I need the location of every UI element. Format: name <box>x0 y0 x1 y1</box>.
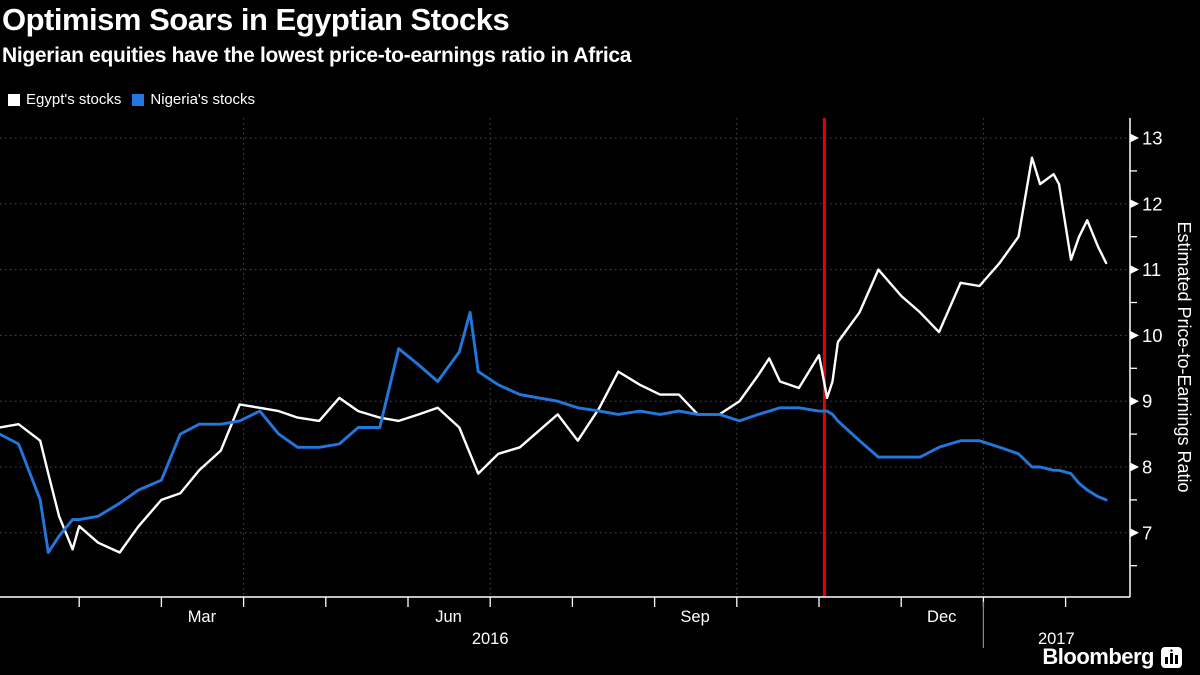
bloomberg-logo-text: Bloomberg <box>1042 644 1154 669</box>
legend-item-egypt: Egypt's stocks <box>8 91 121 108</box>
axis-tick-label: 2016 <box>472 630 509 648</box>
nigeria-legend-swatch-icon <box>132 93 145 106</box>
axis-tick-label: 10 <box>1142 325 1163 346</box>
y-tick-arrow-icon <box>1130 265 1139 275</box>
axis-tick-label: 13 <box>1142 128 1163 149</box>
nigeria-line-series <box>0 310 1108 554</box>
y-tick-arrow-icon <box>1130 462 1139 472</box>
axis-tick-label: 7 <box>1142 522 1152 543</box>
egypt-line-series <box>0 156 1108 554</box>
bloomberg-chart-icon <box>1161 646 1182 668</box>
legend-label-nigeria: Nigeria's stocks <box>150 91 255 108</box>
chart-legend: Egypt's stocks Nigeria's stocks <box>8 91 266 108</box>
page-subtitle: Nigerian equities have the lowest price-… <box>2 44 632 67</box>
axis-tick-label: 9 <box>1142 391 1152 412</box>
axis-tick-label: 8 <box>1142 457 1152 478</box>
axis-tick-label: Dec <box>927 608 956 626</box>
y-axis-title: Estimated Price-to-Earnings Ratio <box>1174 221 1194 492</box>
axis-tick-label: Sep <box>680 608 709 626</box>
legend-label-egypt: Egypt's stocks <box>26 91 122 108</box>
y-tick-arrow-icon <box>1130 199 1139 209</box>
y-tick-arrow-icon <box>1130 528 1139 538</box>
y-tick-arrow-icon <box>1130 133 1139 143</box>
axis-tick-label: 12 <box>1142 193 1163 214</box>
axis-tick-label: 2017 <box>1038 630 1075 648</box>
axis-tick-label: Jun <box>435 608 462 626</box>
y-tick-arrow-icon <box>1130 396 1139 406</box>
legend-item-nigeria: Nigeria's stocks <box>132 91 255 108</box>
axis-tick-label: Mar <box>188 608 217 626</box>
bloomberg-logo: Bloomberg <box>1042 644 1182 670</box>
page-title: Optimism Soars in Egyptian Stocks <box>2 2 510 37</box>
egypt-legend-swatch-icon <box>8 93 20 106</box>
axis-tick-label: 11 <box>1142 259 1161 280</box>
y-tick-arrow-icon <box>1130 330 1139 340</box>
